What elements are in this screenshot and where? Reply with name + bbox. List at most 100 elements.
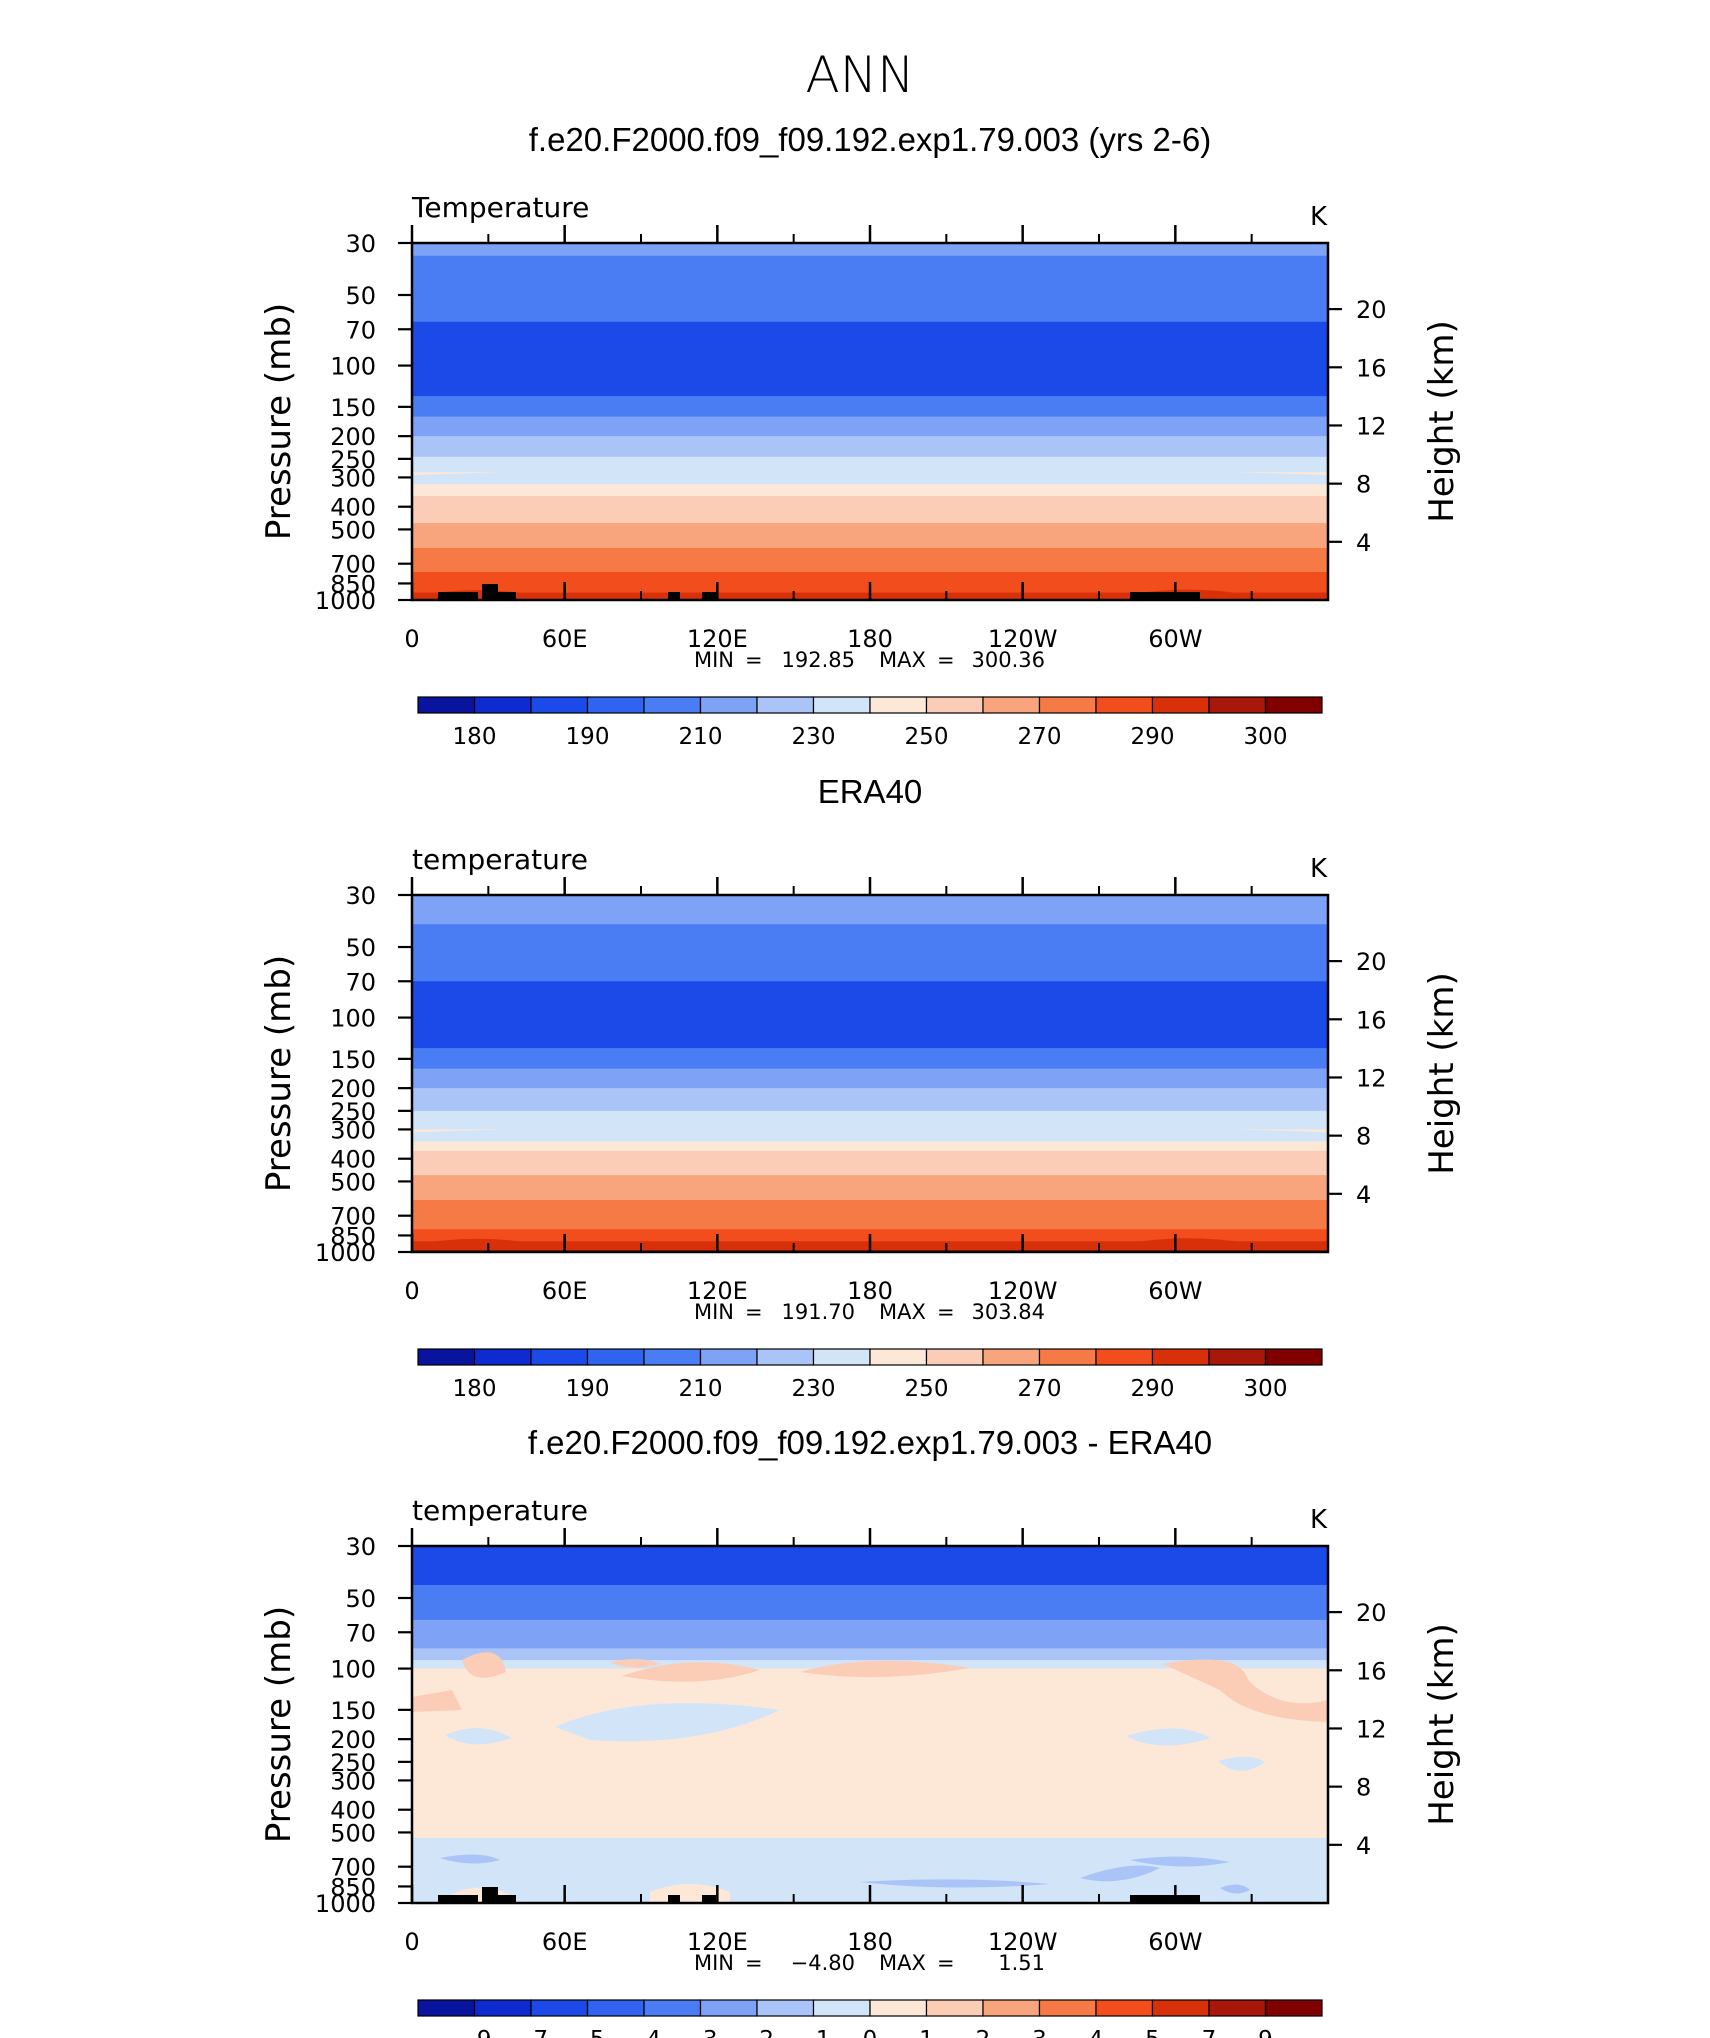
contour-band bbox=[1220, 1884, 1250, 1894]
y-tick-label: 850 bbox=[330, 1222, 376, 1250]
max-label: MAX bbox=[879, 648, 926, 672]
colorbar-label: 190 bbox=[566, 724, 610, 750]
contour-field bbox=[412, 1546, 1328, 1903]
colorbar-swatch bbox=[473, 1999, 532, 2017]
y-tick-label: 150 bbox=[330, 394, 376, 422]
contour-band bbox=[412, 1088, 1328, 1112]
x-tick-label: 60W bbox=[1148, 1928, 1202, 1956]
y-tick-label: 700 bbox=[330, 1854, 376, 1882]
colorbar-label: 1 bbox=[919, 2027, 934, 2038]
colorbar-swatch bbox=[530, 696, 589, 714]
x-tick-label: 60E bbox=[542, 1928, 588, 1956]
colorbar-swatch bbox=[756, 1348, 815, 1366]
colorbar-swatch bbox=[925, 696, 984, 714]
y-tick-label: 50 bbox=[345, 934, 376, 962]
y-axis-label: Pressure (mb) bbox=[259, 1606, 299, 1843]
contour-band bbox=[412, 1150, 1328, 1176]
contour-band bbox=[412, 1668, 1328, 1845]
colorbar-swatch bbox=[756, 696, 815, 714]
colorbar-label: 250 bbox=[905, 1376, 949, 1402]
min-label: MIN bbox=[694, 648, 734, 672]
contour-band bbox=[412, 495, 1328, 524]
colorbar-swatch bbox=[530, 1348, 589, 1366]
colorbar-swatch bbox=[1208, 1348, 1267, 1366]
max-value: 300.36 bbox=[972, 648, 1045, 672]
y2-tick-label: 16 bbox=[1356, 1657, 1387, 1685]
colorbar-swatch bbox=[756, 1999, 815, 2017]
colorbar-swatch bbox=[982, 1348, 1041, 1366]
colorbar-swatch bbox=[530, 1999, 589, 2017]
contour-band bbox=[412, 547, 1328, 573]
colorbar-swatch bbox=[925, 1348, 984, 1366]
colorbar-label: 290 bbox=[1131, 724, 1175, 750]
y2-tick-label: 8 bbox=[1356, 471, 1371, 499]
contour-band bbox=[622, 1662, 760, 1682]
topography bbox=[482, 584, 498, 600]
colorbar-swatch bbox=[699, 1348, 758, 1366]
colorbar-label: 2 bbox=[976, 2027, 991, 2038]
max-label: MAX bbox=[879, 1300, 926, 1324]
y-axis-label: Pressure (mb) bbox=[259, 303, 299, 540]
contour-band bbox=[1218, 1756, 1265, 1771]
colorbar-swatch bbox=[699, 1999, 758, 2017]
y2-tick-label: 4 bbox=[1356, 1181, 1371, 1209]
y-tick-label: 400 bbox=[330, 1797, 376, 1825]
contour-band bbox=[462, 1652, 506, 1678]
contour-band bbox=[412, 1123, 1328, 1142]
contour-band bbox=[1130, 1856, 1230, 1867]
contour-field bbox=[412, 895, 1328, 1252]
colorbar-swatch bbox=[1038, 1999, 1097, 2017]
min-value: 192.85 bbox=[782, 648, 855, 672]
contour-band bbox=[412, 1546, 1328, 1586]
colorbar-label: −9 bbox=[458, 2027, 492, 2038]
colorbar-label: 9 bbox=[1258, 2027, 1273, 2038]
colorbar-swatch bbox=[473, 1348, 532, 1366]
colorbar-swatch bbox=[417, 1348, 476, 1366]
y-tick-label: 850 bbox=[330, 1873, 376, 1901]
contour-band bbox=[445, 1728, 512, 1745]
y2-tick-label: 16 bbox=[1356, 1006, 1387, 1034]
colorbar-label: 0 bbox=[863, 2027, 878, 2038]
contour-field bbox=[412, 243, 1328, 600]
variable-label: temperature bbox=[412, 1494, 588, 1527]
colorbar-label: −7 bbox=[514, 2027, 548, 2038]
y-tick-label: 300 bbox=[330, 464, 376, 492]
y-axis-label: Pressure (mb) bbox=[259, 955, 299, 1192]
contour-band bbox=[412, 1584, 1328, 1621]
colorbar-label: 270 bbox=[1018, 1376, 1062, 1402]
x-tick-label: 60W bbox=[1148, 625, 1202, 653]
colorbar-swatch bbox=[586, 1348, 645, 1366]
colorbar-label: 210 bbox=[679, 1376, 723, 1402]
contour-band bbox=[412, 1048, 1328, 1070]
y-tick-label: 70 bbox=[345, 968, 376, 996]
colorbar-label: 3 bbox=[1032, 2027, 1047, 2038]
variable-label: temperature bbox=[412, 843, 588, 876]
x-tick-label: 180 bbox=[847, 1277, 893, 1305]
y2-tick-label: 8 bbox=[1356, 1123, 1371, 1151]
contour-band bbox=[440, 1854, 500, 1864]
y-tick-label: 400 bbox=[330, 1146, 376, 1174]
topography bbox=[482, 1887, 498, 1903]
max-value: 303.84 bbox=[972, 1300, 1045, 1324]
colorbar-swatch bbox=[417, 1999, 476, 2017]
colorbar-label: 290 bbox=[1131, 1376, 1175, 1402]
contour-band bbox=[412, 1110, 1328, 1131]
x-tick-label: 120E bbox=[687, 1277, 748, 1305]
contour-band bbox=[860, 1879, 1050, 1888]
x-tick-label: 60E bbox=[542, 1277, 588, 1305]
x-tick-label: 180 bbox=[847, 1928, 893, 1956]
y-tick-label: 300 bbox=[330, 1116, 376, 1144]
colorbar-swatch bbox=[982, 1999, 1041, 2017]
y2-tick-label: 16 bbox=[1356, 354, 1387, 382]
y2-tick-label: 12 bbox=[1356, 412, 1387, 440]
colorbar-swatch bbox=[1095, 1999, 1154, 2017]
colorbar-label: −2 bbox=[740, 2027, 774, 2038]
y-tick-label: 400 bbox=[330, 494, 376, 522]
x-tick-label: 60E bbox=[542, 625, 588, 653]
units-label: K bbox=[1310, 854, 1328, 884]
contour-band bbox=[412, 981, 1328, 1049]
y-tick-label: 250 bbox=[330, 446, 376, 474]
equals-sign: = bbox=[937, 1951, 955, 1975]
colorbar-swatch bbox=[643, 1999, 702, 2017]
y-tick-label: 200 bbox=[330, 423, 376, 451]
